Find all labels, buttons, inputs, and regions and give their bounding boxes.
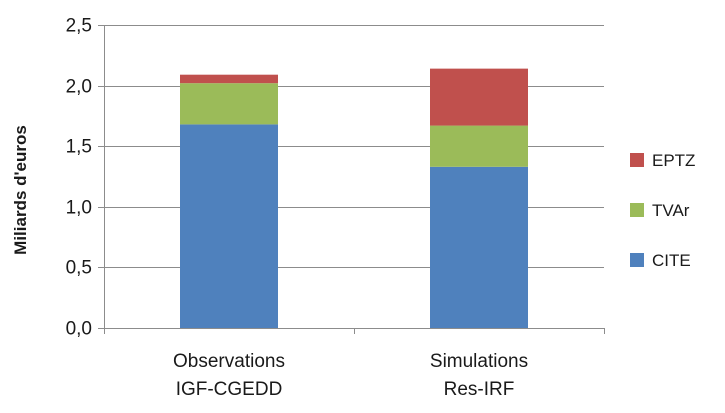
x-category-label: Observations	[173, 351, 285, 372]
x-category-label: Res-IRF	[444, 379, 515, 400]
y-tick-label: 2,0	[66, 77, 92, 98]
legend-label-eptz: EPTZ	[652, 151, 695, 170]
y-tick-label: 0,0	[66, 319, 92, 340]
legend-label-tvar: TVAr	[652, 201, 690, 220]
grid-lines	[104, 25, 604, 268]
y-tick-label: 1,0	[66, 198, 92, 219]
bar-eptz-1	[180, 74, 278, 84]
axes	[98, 25, 605, 334]
bar-cite-2	[430, 166, 528, 328]
axis-labels: 0,0 0,5 1,0 1,5 2,0 2,5 Observations IGF-CGEDD S…	[66, 16, 529, 401]
x-category-label: IGF-CGEDD	[176, 379, 283, 400]
y-axis-title: Miliards d'euros	[11, 125, 30, 255]
y-tick-label: 2,5	[66, 16, 92, 37]
bar-eptz-2	[430, 68, 528, 126]
bar-tvar-1	[180, 83, 278, 125]
legend-label-cite: CITE	[652, 251, 691, 270]
bar-cite-1	[180, 124, 278, 328]
bar-tvar-2	[430, 125, 528, 167]
y-tick-label: 1,5	[66, 137, 92, 158]
y-tick-label: 0,5	[66, 258, 92, 279]
bars	[180, 68, 528, 328]
legend: EPTZ TVAr CITE	[630, 151, 695, 270]
x-category-label: Simulations	[430, 351, 528, 372]
legend-swatch-tvar	[630, 203, 644, 217]
legend-swatch-cite	[630, 253, 644, 267]
legend-swatch-eptz	[630, 153, 644, 167]
